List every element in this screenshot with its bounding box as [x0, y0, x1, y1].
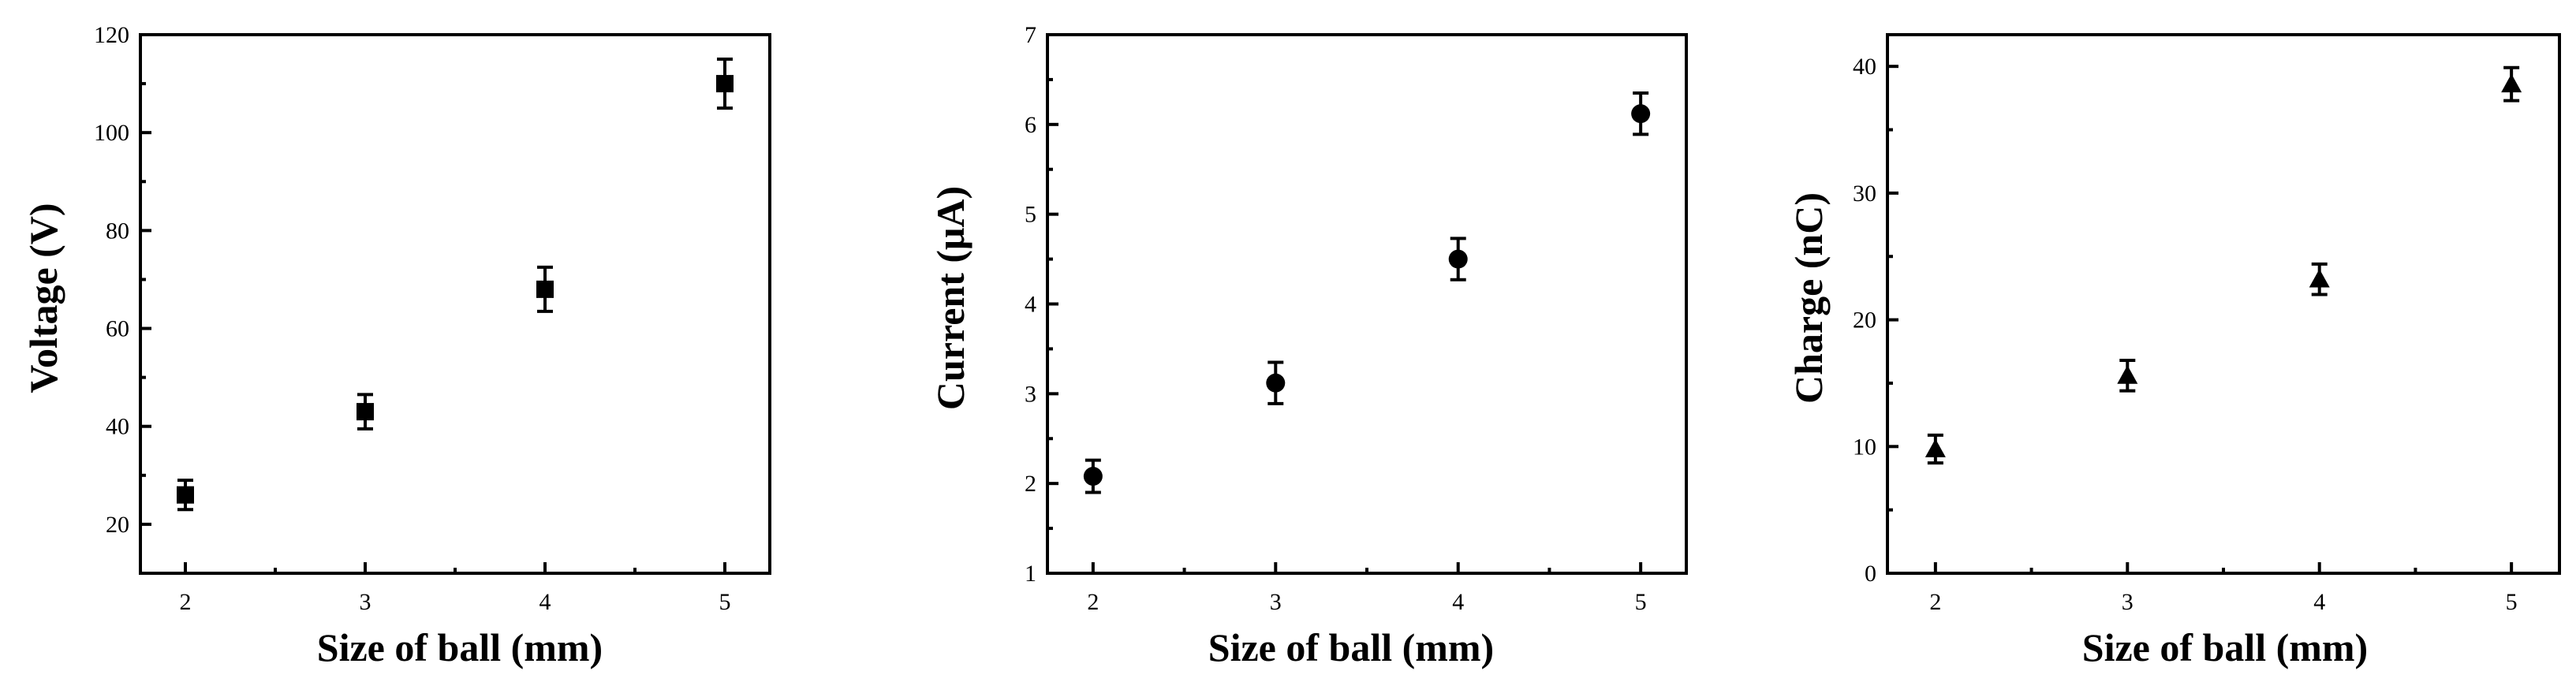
- charge-y-tick-label: 20: [1853, 308, 1876, 334]
- voltage-y-tick-label: 80: [106, 218, 129, 244]
- current-chart-panel: Current (μA) Size of ball (mm) 1 2 3 4 5 6 7 2 3…: [928, 22, 1688, 669]
- charge-chart-xlabel: Size of ball (mm): [2082, 625, 2368, 669]
- current-y-tick-label: 7: [1025, 22, 1036, 48]
- voltage-x-tick-label: 3: [360, 589, 371, 615]
- charge-x-tick-label: 2: [1929, 589, 1941, 615]
- current-x-tick-label: 4: [1452, 589, 1464, 615]
- current-y-tick-label: 3: [1025, 381, 1036, 407]
- current-x-tick-label: 2: [1087, 589, 1099, 615]
- voltage-data-point: [357, 403, 374, 421]
- current-data-point: [1448, 249, 1468, 269]
- voltage-x-tick-label: 4: [539, 589, 551, 615]
- charge-chart-panel: Charge (nC) Size of ball (mm) 0 10 20 30 40 2…: [1786, 33, 2561, 669]
- voltage-chart-xlabel: Size of ball (mm): [317, 625, 603, 669]
- charge-plot-frame: [1886, 33, 2561, 575]
- current-y-tick-label: 5: [1025, 202, 1036, 228]
- voltage-data-point: [716, 75, 734, 93]
- current-chart-ylabel: Current (μA): [928, 186, 973, 410]
- current-y-tick-label: 6: [1025, 112, 1036, 138]
- charge-chart-ylabel: Charge (nC): [1786, 192, 1831, 404]
- current-chart-xlabel: Size of ball (mm): [1208, 625, 1494, 669]
- current-data-point: [1083, 467, 1103, 487]
- current-x-tick-label: 5: [1635, 589, 1647, 615]
- voltage-y-tick-label: 120: [94, 22, 129, 48]
- current-y-tick-label: 2: [1025, 471, 1036, 497]
- charge-y-tick-label: 40: [1853, 54, 1876, 80]
- voltage-y-tick-label: 60: [106, 316, 129, 342]
- charge-x-tick-label: 3: [2122, 589, 2134, 615]
- charge-data-point: [2501, 73, 2522, 93]
- voltage-x-tick-label: 2: [180, 589, 192, 615]
- charge-x-tick-label: 4: [2313, 589, 2325, 615]
- charge-y-tick-label: 30: [1853, 181, 1876, 207]
- charge-y-tick-label: 0: [1865, 561, 1876, 587]
- current-plot-frame: [1046, 33, 1688, 575]
- current-y-tick-label: 4: [1025, 292, 1036, 318]
- voltage-y-tick-label: 100: [94, 120, 129, 146]
- voltage-data-point: [536, 280, 554, 298]
- charge-y-tick-label: 10: [1853, 434, 1876, 460]
- voltage-y-tick-label: 20: [106, 512, 129, 538]
- voltage-chart-panel: Voltage (V) Size of ball (mm) 20 40 60 80 10…: [21, 22, 771, 669]
- current-x-tick-label: 3: [1270, 589, 1282, 615]
- voltage-plot-frame: [139, 33, 771, 575]
- voltage-x-tick-label: 5: [719, 589, 731, 615]
- voltage-y-tick-label: 40: [106, 414, 129, 440]
- charge-data-point: [2309, 269, 2330, 288]
- charge-data-point: [1925, 438, 1946, 457]
- charge-data-point: [2117, 365, 2138, 384]
- current-y-tick-label: 1: [1025, 561, 1036, 587]
- voltage-chart-ylabel: Voltage (V): [21, 203, 65, 393]
- voltage-data-point: [177, 486, 194, 504]
- current-data-point: [1266, 373, 1286, 393]
- current-data-point: [1631, 104, 1651, 124]
- charge-x-tick-label: 5: [2506, 589, 2518, 615]
